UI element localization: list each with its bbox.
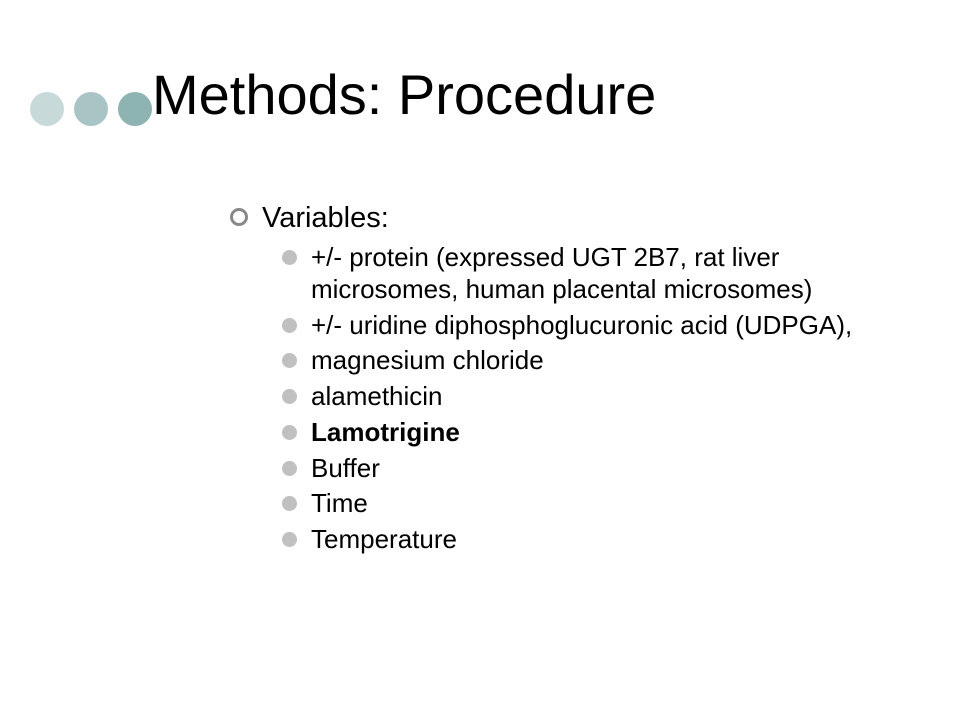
list-item-lvl2: +/- protein (expressed UGT 2B7, rat live… [282, 242, 900, 305]
list-item-lvl2: Lamotrigine [282, 417, 900, 449]
list-item-lvl1: Variables: [230, 200, 900, 236]
dot-icon [74, 92, 108, 126]
list-item-text: +/- protein (expressed UGT 2B7, rat live… [311, 242, 900, 305]
list-item-lvl2: +/- uridine diphosphoglucuronic acid (UD… [282, 310, 900, 342]
list-item-text: Lamotrigine [311, 417, 460, 449]
decor-dots [30, 92, 152, 126]
list-item-text: Variables: [262, 200, 389, 236]
list-item-text: alamethicin [311, 381, 443, 413]
list-item-text: Temperature [311, 524, 457, 556]
list-item-lvl2: magnesium chloride [282, 345, 900, 377]
slide: Methods: Procedure Variables: +/- protein… [0, 0, 960, 720]
list-item-lvl2: alamethicin [282, 381, 900, 413]
disc-bullet-icon [282, 496, 297, 511]
list-item-lvl2: Buffer [282, 453, 900, 485]
slide-title: Methods: Procedure [152, 62, 656, 127]
slide-body: Variables: +/- protein (expressed UGT 2B7… [230, 200, 900, 560]
dot-icon [118, 92, 152, 126]
disc-bullet-icon [282, 250, 297, 265]
disc-bullet-icon [282, 318, 297, 333]
disc-bullet-icon [282, 389, 297, 404]
disc-bullet-icon [282, 461, 297, 476]
list-item-text: Time [311, 488, 368, 520]
list-item-lvl2: Temperature [282, 524, 900, 556]
disc-bullet-icon [282, 353, 297, 368]
list-item-lvl2: Time [282, 488, 900, 520]
list-item-text: Buffer [311, 453, 380, 485]
ring-bullet-icon [230, 208, 248, 226]
disc-bullet-icon [282, 425, 297, 440]
dot-icon [30, 92, 64, 126]
disc-bullet-icon [282, 532, 297, 547]
list-item-text: +/- uridine diphosphoglucuronic acid (UD… [311, 310, 852, 342]
list-item-text: magnesium chloride [311, 345, 544, 377]
